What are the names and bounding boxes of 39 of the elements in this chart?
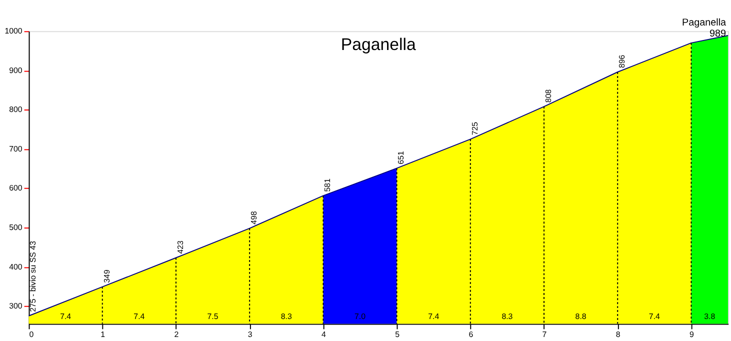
- data-label: 651: [396, 150, 406, 164]
- annotation: 7.4: [60, 312, 72, 321]
- data-label: 498: [250, 210, 259, 224]
- annotation: 8.3: [280, 312, 292, 321]
- y-tick-label: 800: [9, 105, 23, 114]
- x-tick-label: 4: [321, 330, 326, 340]
- annotation: 7.4: [648, 312, 661, 321]
- data-label: Paganella 989: [682, 18, 727, 40]
- data-label: 423: [176, 240, 185, 254]
- y-tick-label: 500: [9, 223, 23, 232]
- annotation: 8.3: [502, 312, 514, 321]
- annotation: 7.0: [354, 312, 366, 321]
- x-tick-label: 6: [468, 330, 474, 340]
- data-label: 581: [323, 178, 332, 192]
- y-tick-label: 900: [9, 66, 23, 75]
- y-tick-label: 600: [9, 184, 23, 193]
- data-label: 349: [102, 269, 112, 283]
- x-tick-label: 1: [100, 330, 106, 340]
- annotation: 3.8: [704, 312, 716, 321]
- data-label: 808: [544, 88, 553, 103]
- x-tick-label: 7: [542, 330, 547, 340]
- y-tick-label: 700: [9, 144, 23, 154]
- annotation: 7.4: [428, 312, 440, 321]
- x-tick-label: 3: [248, 330, 253, 340]
- x-tick-label: 0: [29, 330, 34, 340]
- y-tick-label: 1000: [4, 26, 23, 36]
- x-tick-label: 2: [174, 330, 179, 340]
- data-label: 725: [470, 121, 480, 136]
- data-label: 275 - bivio su SS 43: [28, 240, 38, 312]
- annotation: 8.8: [575, 312, 587, 321]
- x-tick-label: 5: [395, 330, 400, 340]
- x-tick-label: 8: [616, 330, 621, 340]
- data-label: 896: [618, 54, 627, 68]
- annotation: 7.5: [207, 312, 219, 321]
- y-tick-label: 400: [9, 262, 23, 272]
- y-tick-label: 300: [9, 302, 23, 311]
- annotation: 7.4: [134, 312, 146, 321]
- chart-title: Paganella: [340, 34, 417, 54]
- x-tick-label: 9: [690, 330, 695, 340]
